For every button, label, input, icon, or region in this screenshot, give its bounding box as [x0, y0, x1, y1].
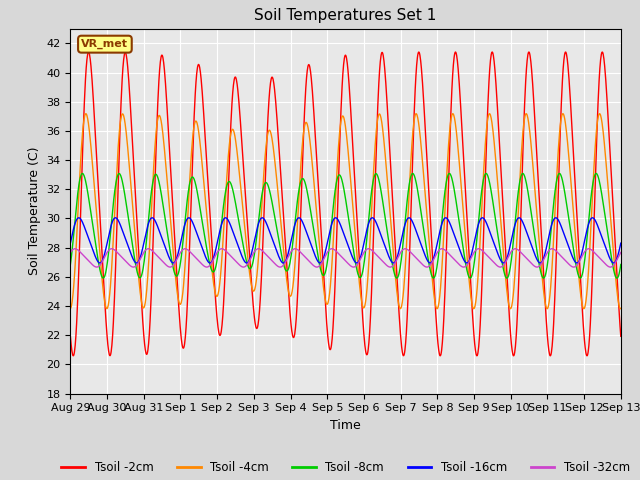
Tsoil -32cm	[380, 260, 388, 265]
Tsoil -32cm	[387, 264, 394, 270]
Tsoil -32cm	[67, 250, 74, 255]
Tsoil -4cm	[312, 195, 319, 201]
Tsoil -16cm	[617, 240, 625, 246]
Tsoil -8cm	[67, 262, 74, 267]
Tsoil -16cm	[67, 240, 74, 246]
Tsoil -4cm	[67, 306, 74, 312]
Tsoil -16cm	[109, 217, 117, 223]
Text: VR_met: VR_met	[81, 39, 129, 49]
Tsoil -4cm	[109, 242, 117, 248]
Tsoil -16cm	[322, 248, 330, 253]
Tsoil -2cm	[300, 122, 308, 128]
Tsoil -2cm	[321, 299, 329, 304]
Tsoil -16cm	[312, 254, 319, 260]
Tsoil -32cm	[617, 250, 625, 255]
Line: Tsoil -8cm: Tsoil -8cm	[70, 173, 621, 278]
Tsoil -32cm	[132, 264, 140, 269]
X-axis label: Time: Time	[330, 419, 361, 432]
Tsoil -2cm	[509, 353, 517, 359]
Tsoil -8cm	[380, 204, 387, 210]
Tsoil -16cm	[280, 260, 287, 266]
Tsoil -4cm	[596, 111, 604, 117]
Tsoil -8cm	[321, 270, 329, 276]
Tsoil -16cm	[380, 240, 388, 246]
Tsoil -32cm	[109, 246, 117, 252]
Tsoil -4cm	[616, 306, 624, 312]
Tsoil -2cm	[109, 326, 117, 332]
Tsoil -8cm	[132, 261, 140, 266]
Tsoil -8cm	[300, 177, 308, 182]
Tsoil -2cm	[312, 133, 319, 139]
Tsoil -2cm	[452, 49, 460, 55]
Legend: Tsoil -2cm, Tsoil -4cm, Tsoil -8cm, Tsoil -16cm, Tsoil -32cm: Tsoil -2cm, Tsoil -4cm, Tsoil -8cm, Tsoi…	[57, 456, 634, 479]
Tsoil -2cm	[617, 334, 625, 339]
Tsoil -2cm	[67, 334, 74, 339]
Line: Tsoil -2cm: Tsoil -2cm	[70, 52, 621, 356]
Tsoil -16cm	[515, 215, 523, 221]
Line: Tsoil -32cm: Tsoil -32cm	[70, 249, 621, 267]
Tsoil -4cm	[321, 297, 329, 302]
Tsoil -8cm	[312, 238, 319, 243]
Tsoil -16cm	[300, 223, 308, 229]
Y-axis label: Soil Temperature (C): Soil Temperature (C)	[28, 147, 41, 276]
Tsoil -16cm	[132, 260, 140, 265]
Tsoil -8cm	[617, 262, 625, 267]
Tsoil -4cm	[617, 306, 625, 312]
Title: Soil Temperatures Set 1: Soil Temperatures Set 1	[255, 9, 436, 24]
Tsoil -4cm	[300, 127, 308, 132]
Tsoil -4cm	[380, 135, 387, 141]
Tsoil -2cm	[132, 191, 140, 197]
Tsoil -2cm	[380, 55, 387, 61]
Tsoil -8cm	[109, 204, 117, 210]
Line: Tsoil -16cm: Tsoil -16cm	[70, 218, 621, 263]
Tsoil -8cm	[429, 275, 437, 281]
Tsoil -4cm	[132, 237, 140, 243]
Line: Tsoil -4cm: Tsoil -4cm	[70, 114, 621, 309]
Tsoil -32cm	[321, 253, 329, 259]
Tsoil -32cm	[365, 246, 372, 252]
Tsoil -32cm	[312, 264, 319, 270]
Tsoil -32cm	[300, 253, 308, 259]
Tsoil -8cm	[519, 170, 527, 176]
